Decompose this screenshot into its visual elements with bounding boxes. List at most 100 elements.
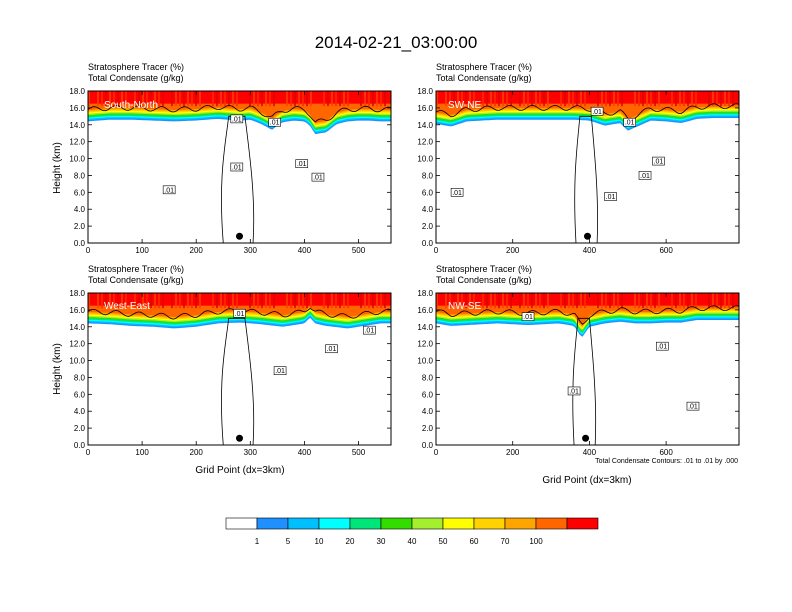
tracer-streak [343,91,345,107]
tracer-streak [368,91,370,107]
tracer-streak [138,91,140,107]
panel-subtitle-tracer: Stratosphere Tracer (%) [88,264,184,274]
tracer-streak [712,293,714,309]
plot-frame [87,292,392,446]
tracer-streak [469,293,471,309]
y-tick-label: 6.0 [422,188,434,197]
colorbar-swatch [473,517,506,530]
tracer-streak [372,293,374,309]
y-tick-label: 8.0 [74,373,86,382]
tracer-streak [568,293,570,309]
tracer-streak [290,91,292,107]
tracer-streak [195,91,197,107]
contour-label-box [295,159,309,168]
plot-layers: .01 .01 .01 .01 [88,293,391,445]
tracer-band [436,91,739,104]
tracer-streak [228,293,230,309]
tracer-streak [506,293,508,309]
tracer-streak [162,293,164,309]
tracer-streak [269,293,271,309]
x-tick-label: 0 [434,246,439,255]
x-tick-label: 0 [434,448,439,457]
tracer-streak [523,293,525,309]
tracer-streak [531,293,533,309]
x-tick-label: 0 [86,246,91,255]
tracer-streak [253,91,255,107]
colorbar-label: 30 [377,537,386,546]
tracer-streak [642,293,644,309]
panel-sw-ne: Stratosphere Tracer (%) Total Condensate… [417,62,740,255]
tracer-streak [125,91,127,107]
tracer-streak [609,293,611,309]
panel-subtitle-tracer: Stratosphere Tracer (%) [436,264,532,274]
tracer-streak [560,293,562,309]
tracer-streak [584,293,586,309]
tracer-streak [547,91,549,107]
tracer-streak [564,91,566,107]
tracer-streak [584,91,586,107]
x-ticks: 0 100 200 300 400 500 [86,293,366,457]
y-tick-label: 6.0 [422,390,434,399]
tracer-streak [290,293,292,309]
tracer-streak [482,91,484,107]
x-tick-label: 100 [135,448,149,457]
tracer-streak [642,91,644,107]
contour-label: .01 [657,344,667,351]
colorbar-swatch [256,517,289,530]
tracer-streak [376,293,378,309]
tracer-streak [572,91,574,107]
contour-label-box [325,344,338,354]
tracer-streak [449,91,451,107]
y-tick-label: 2.0 [422,222,434,231]
tracer-streak [465,293,467,309]
contour-label: .01 [654,159,664,166]
y-tick-label: 2.0 [74,424,86,433]
tracer-streak [134,91,136,107]
y-tick-label: 0.0 [422,239,434,248]
tracer-streak [384,293,386,309]
contour-label: .01 [313,175,323,182]
panel-label: NW-SE [448,301,481,312]
contour-label-box [590,106,604,116]
x-tick-label: 100 [135,246,149,255]
y-tick-label: 10.0 [417,357,433,366]
tracer-streak [138,293,140,309]
panel-subtitle-tracer: Stratosphere Tracer (%) [88,62,184,72]
tracer-streak [117,91,119,107]
y-tick-label: 18.0 [69,289,85,298]
tracer-streak [175,91,177,107]
tracer-streak [195,293,197,309]
tracer-streak [473,293,475,309]
tracer-streak [224,293,226,309]
tracer-streak [502,293,504,309]
tracer-streak [298,91,300,107]
tracer-streak [687,293,689,309]
tracer-streak [539,293,541,309]
tracer-streak [675,293,677,309]
tracer-streak [519,91,521,107]
colorbar-swatch [318,517,351,530]
tracer-streak [249,91,251,107]
tracer-streak [539,91,541,107]
tracer-streak [88,293,90,309]
tracer-streak [650,91,652,107]
tracer-streak [506,91,508,107]
y-tick-label: 16.0 [417,104,433,113]
tracer-streak [171,293,173,309]
panel-nw-se: Stratosphere Tracer (%) Total Condensate… [417,264,740,486]
y-tick-label: 12.0 [69,340,85,349]
tracer-streak [261,293,263,309]
x-ticks: 0 200 400 600 [434,293,673,457]
tracer-streak [650,293,652,309]
contour-label-box [363,325,376,335]
tracer-streak [597,293,599,309]
x-ticks: 0 200 400 600 [434,91,673,255]
tracer-streak [732,91,734,107]
tracer-streak [150,293,152,309]
tracer-streak [109,293,111,309]
tracer-streak [461,91,463,107]
condensate-contour [436,305,739,325]
tracer-streak [609,91,611,107]
y-tick-label: 4.0 [422,205,434,214]
contour-label-box [311,172,325,182]
